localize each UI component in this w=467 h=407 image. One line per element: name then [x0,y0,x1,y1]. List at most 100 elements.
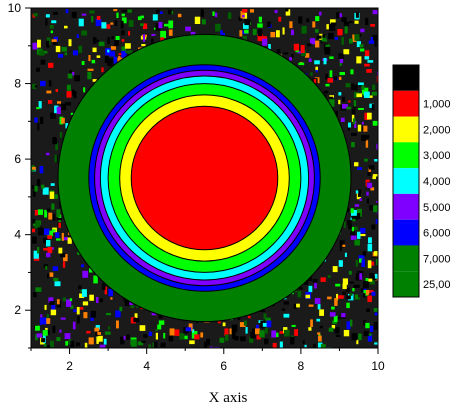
noise-cell [151,33,156,36]
noise-cell [341,313,346,318]
noise-cell [371,91,377,96]
noise-cell [210,346,213,348]
noise-cell [324,46,331,55]
noise-cell [40,80,46,87]
noise-cell [343,330,350,337]
x-tick-label: 10 [371,359,385,373]
noise-cell [374,342,378,345]
noise-cell [32,228,36,233]
noise-cell [33,13,38,17]
noise-cell [366,308,370,312]
noise-cell [67,237,72,244]
noise-cell [227,12,232,19]
noise-cell [366,69,372,73]
legend-swatch [393,271,419,297]
noise-cell [309,38,316,45]
noise-cell [258,16,262,23]
noise-cell [155,329,159,332]
noise-cell [239,322,246,327]
noise-cell [342,291,346,295]
noise-cell [148,331,153,336]
noise-cell [91,59,96,64]
noise-cell [298,62,305,66]
noise-cell [52,137,57,145]
noise-cell [47,273,50,279]
noise-cell [36,67,40,72]
noise-cell [140,23,144,26]
noise-cell [53,36,58,42]
noise-cell [32,42,39,50]
noise-cell [374,39,377,47]
noise-cell [329,95,334,98]
noise-cell [329,99,335,107]
noise-cell [312,21,316,28]
noise-cell [121,46,127,51]
noise-cell [325,83,330,87]
y-tick-label: 2 [14,303,21,317]
noise-cell [73,309,77,313]
noise-cell [370,325,374,332]
noise-cell [51,229,56,232]
noise-cell [313,79,317,84]
noise-cell [367,60,374,63]
legend-swatch [393,219,419,246]
x-axis-title: X axis [209,390,248,406]
noise-cell [62,297,67,302]
noise-cell [357,213,361,219]
noise-cell [367,171,371,176]
noise-cell [101,282,106,290]
noise-cell [318,335,322,342]
noise-cell [47,230,53,237]
noise-cell [350,235,357,240]
noise-cell [328,32,334,40]
noise-cell [361,89,366,94]
noise-cell [115,36,120,41]
noise-cell [60,317,66,320]
noise-cell [351,114,355,122]
noise-cell [336,12,340,19]
noise-cell [89,10,95,14]
noise-cell [301,25,307,34]
noise-cell [294,329,298,336]
noise-cell [58,222,61,228]
noise-cell [78,18,84,27]
noise-cell [344,26,348,34]
noise-cell [306,18,310,23]
noise-cell [121,30,125,36]
noise-cell [245,327,248,334]
noise-cell [369,103,374,108]
noise-cell [256,324,259,331]
noise-cell [361,135,367,141]
noise-cell [52,213,56,221]
noise-cell [66,91,72,98]
noise-cell [82,270,89,278]
noise-cell [358,255,365,259]
noise-cell [257,23,263,28]
noise-cell [340,117,345,122]
noise-cell [278,16,282,22]
noise-cell [121,9,128,13]
noise-cell [45,18,48,26]
noise-cell [329,24,336,31]
noise-cell [357,208,362,217]
legend-swatch [393,142,419,169]
noise-cell [356,93,363,98]
noise-cell [339,240,345,248]
noise-cell [34,221,40,229]
noise-cell [200,332,204,338]
noise-cell [359,44,364,48]
noise-cell [365,140,369,148]
noise-cell [355,273,359,280]
noise-cell [70,305,74,309]
noise-cell [290,336,295,345]
noise-cell [298,287,303,290]
noise-cell [344,252,347,257]
noise-cell [374,312,378,316]
noise-cell [367,260,372,269]
noise-cell [61,232,64,241]
noise-cell [71,72,75,76]
noise-cell [271,330,277,338]
noise-cell [46,318,51,324]
noise-cell [327,296,332,300]
